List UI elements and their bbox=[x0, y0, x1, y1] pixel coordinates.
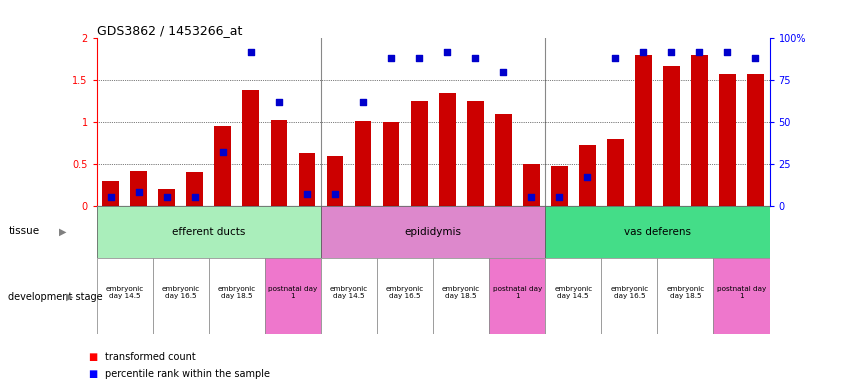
Bar bbox=[299, 153, 315, 206]
Point bbox=[637, 49, 650, 55]
Bar bbox=[713, 258, 770, 334]
Bar bbox=[410, 101, 427, 206]
Text: embryonic
day 16.5: embryonic day 16.5 bbox=[611, 286, 648, 299]
Bar bbox=[265, 258, 321, 334]
Bar bbox=[103, 180, 119, 206]
Bar bbox=[130, 170, 147, 206]
Text: embryonic
day 16.5: embryonic day 16.5 bbox=[161, 286, 200, 299]
Bar bbox=[97, 258, 153, 334]
Point bbox=[300, 191, 314, 197]
Point bbox=[412, 55, 426, 61]
Point bbox=[216, 149, 230, 155]
Point bbox=[104, 194, 118, 200]
Text: embryonic
day 18.5: embryonic day 18.5 bbox=[666, 286, 705, 299]
Text: postnatal day
1: postnatal day 1 bbox=[493, 286, 542, 299]
Bar bbox=[663, 66, 680, 206]
Point bbox=[693, 49, 706, 55]
Text: embryonic
day 18.5: embryonic day 18.5 bbox=[218, 286, 256, 299]
Text: efferent ducts: efferent ducts bbox=[172, 227, 246, 237]
Text: percentile rank within the sample: percentile rank within the sample bbox=[105, 369, 270, 379]
Bar bbox=[433, 258, 489, 334]
Text: GDS3862 / 1453266_at: GDS3862 / 1453266_at bbox=[97, 24, 242, 37]
Text: epididymis: epididymis bbox=[405, 227, 462, 237]
Point bbox=[384, 55, 398, 61]
Point bbox=[244, 49, 257, 55]
Bar bbox=[377, 258, 433, 334]
Text: ■: ■ bbox=[88, 369, 98, 379]
Bar bbox=[209, 258, 265, 334]
Bar bbox=[153, 258, 209, 334]
Bar bbox=[719, 73, 736, 206]
Bar bbox=[607, 139, 624, 206]
Bar bbox=[635, 55, 652, 206]
Point bbox=[441, 49, 454, 55]
Bar bbox=[439, 93, 456, 206]
Text: embryonic
day 14.5: embryonic day 14.5 bbox=[330, 286, 368, 299]
Bar bbox=[355, 121, 372, 206]
Text: tissue: tissue bbox=[8, 226, 40, 237]
Point bbox=[132, 189, 145, 195]
Text: ▶: ▶ bbox=[59, 226, 66, 237]
Point bbox=[580, 174, 594, 180]
Text: development stage: development stage bbox=[8, 291, 103, 302]
Bar bbox=[691, 55, 708, 206]
Bar bbox=[495, 114, 511, 206]
Point bbox=[525, 194, 538, 200]
Text: embryonic
day 14.5: embryonic day 14.5 bbox=[554, 286, 592, 299]
Point bbox=[468, 55, 482, 61]
Bar bbox=[187, 172, 204, 206]
Point bbox=[721, 49, 734, 55]
Bar bbox=[321, 258, 377, 334]
Point bbox=[272, 99, 286, 105]
Point bbox=[609, 55, 622, 61]
Text: vas deferens: vas deferens bbox=[624, 227, 691, 237]
Bar bbox=[321, 206, 545, 258]
Text: ■: ■ bbox=[88, 352, 98, 362]
Text: embryonic
day 14.5: embryonic day 14.5 bbox=[106, 286, 144, 299]
Bar bbox=[489, 258, 545, 334]
Bar bbox=[545, 258, 601, 334]
Text: ▶: ▶ bbox=[66, 291, 74, 302]
Point bbox=[553, 194, 566, 200]
Bar bbox=[467, 101, 484, 206]
Bar bbox=[383, 122, 399, 206]
Point bbox=[496, 69, 510, 75]
Bar bbox=[579, 146, 595, 206]
Bar bbox=[214, 126, 231, 206]
Text: postnatal day
1: postnatal day 1 bbox=[268, 286, 318, 299]
Point bbox=[748, 55, 762, 61]
Point bbox=[357, 99, 370, 105]
Bar bbox=[271, 120, 288, 206]
Bar bbox=[523, 164, 540, 206]
Bar bbox=[658, 258, 713, 334]
Point bbox=[664, 49, 678, 55]
Bar bbox=[97, 206, 321, 258]
Text: embryonic
day 16.5: embryonic day 16.5 bbox=[386, 286, 424, 299]
Text: postnatal day
1: postnatal day 1 bbox=[717, 286, 766, 299]
Bar bbox=[545, 206, 770, 258]
Text: embryonic
day 18.5: embryonic day 18.5 bbox=[442, 286, 480, 299]
Bar bbox=[158, 189, 175, 206]
Text: transformed count: transformed count bbox=[105, 352, 196, 362]
Bar bbox=[747, 74, 764, 206]
Point bbox=[188, 194, 202, 200]
Bar bbox=[242, 90, 259, 206]
Point bbox=[328, 191, 341, 197]
Bar bbox=[551, 166, 568, 206]
Bar bbox=[601, 258, 658, 334]
Point bbox=[160, 194, 173, 200]
Bar bbox=[326, 156, 343, 206]
